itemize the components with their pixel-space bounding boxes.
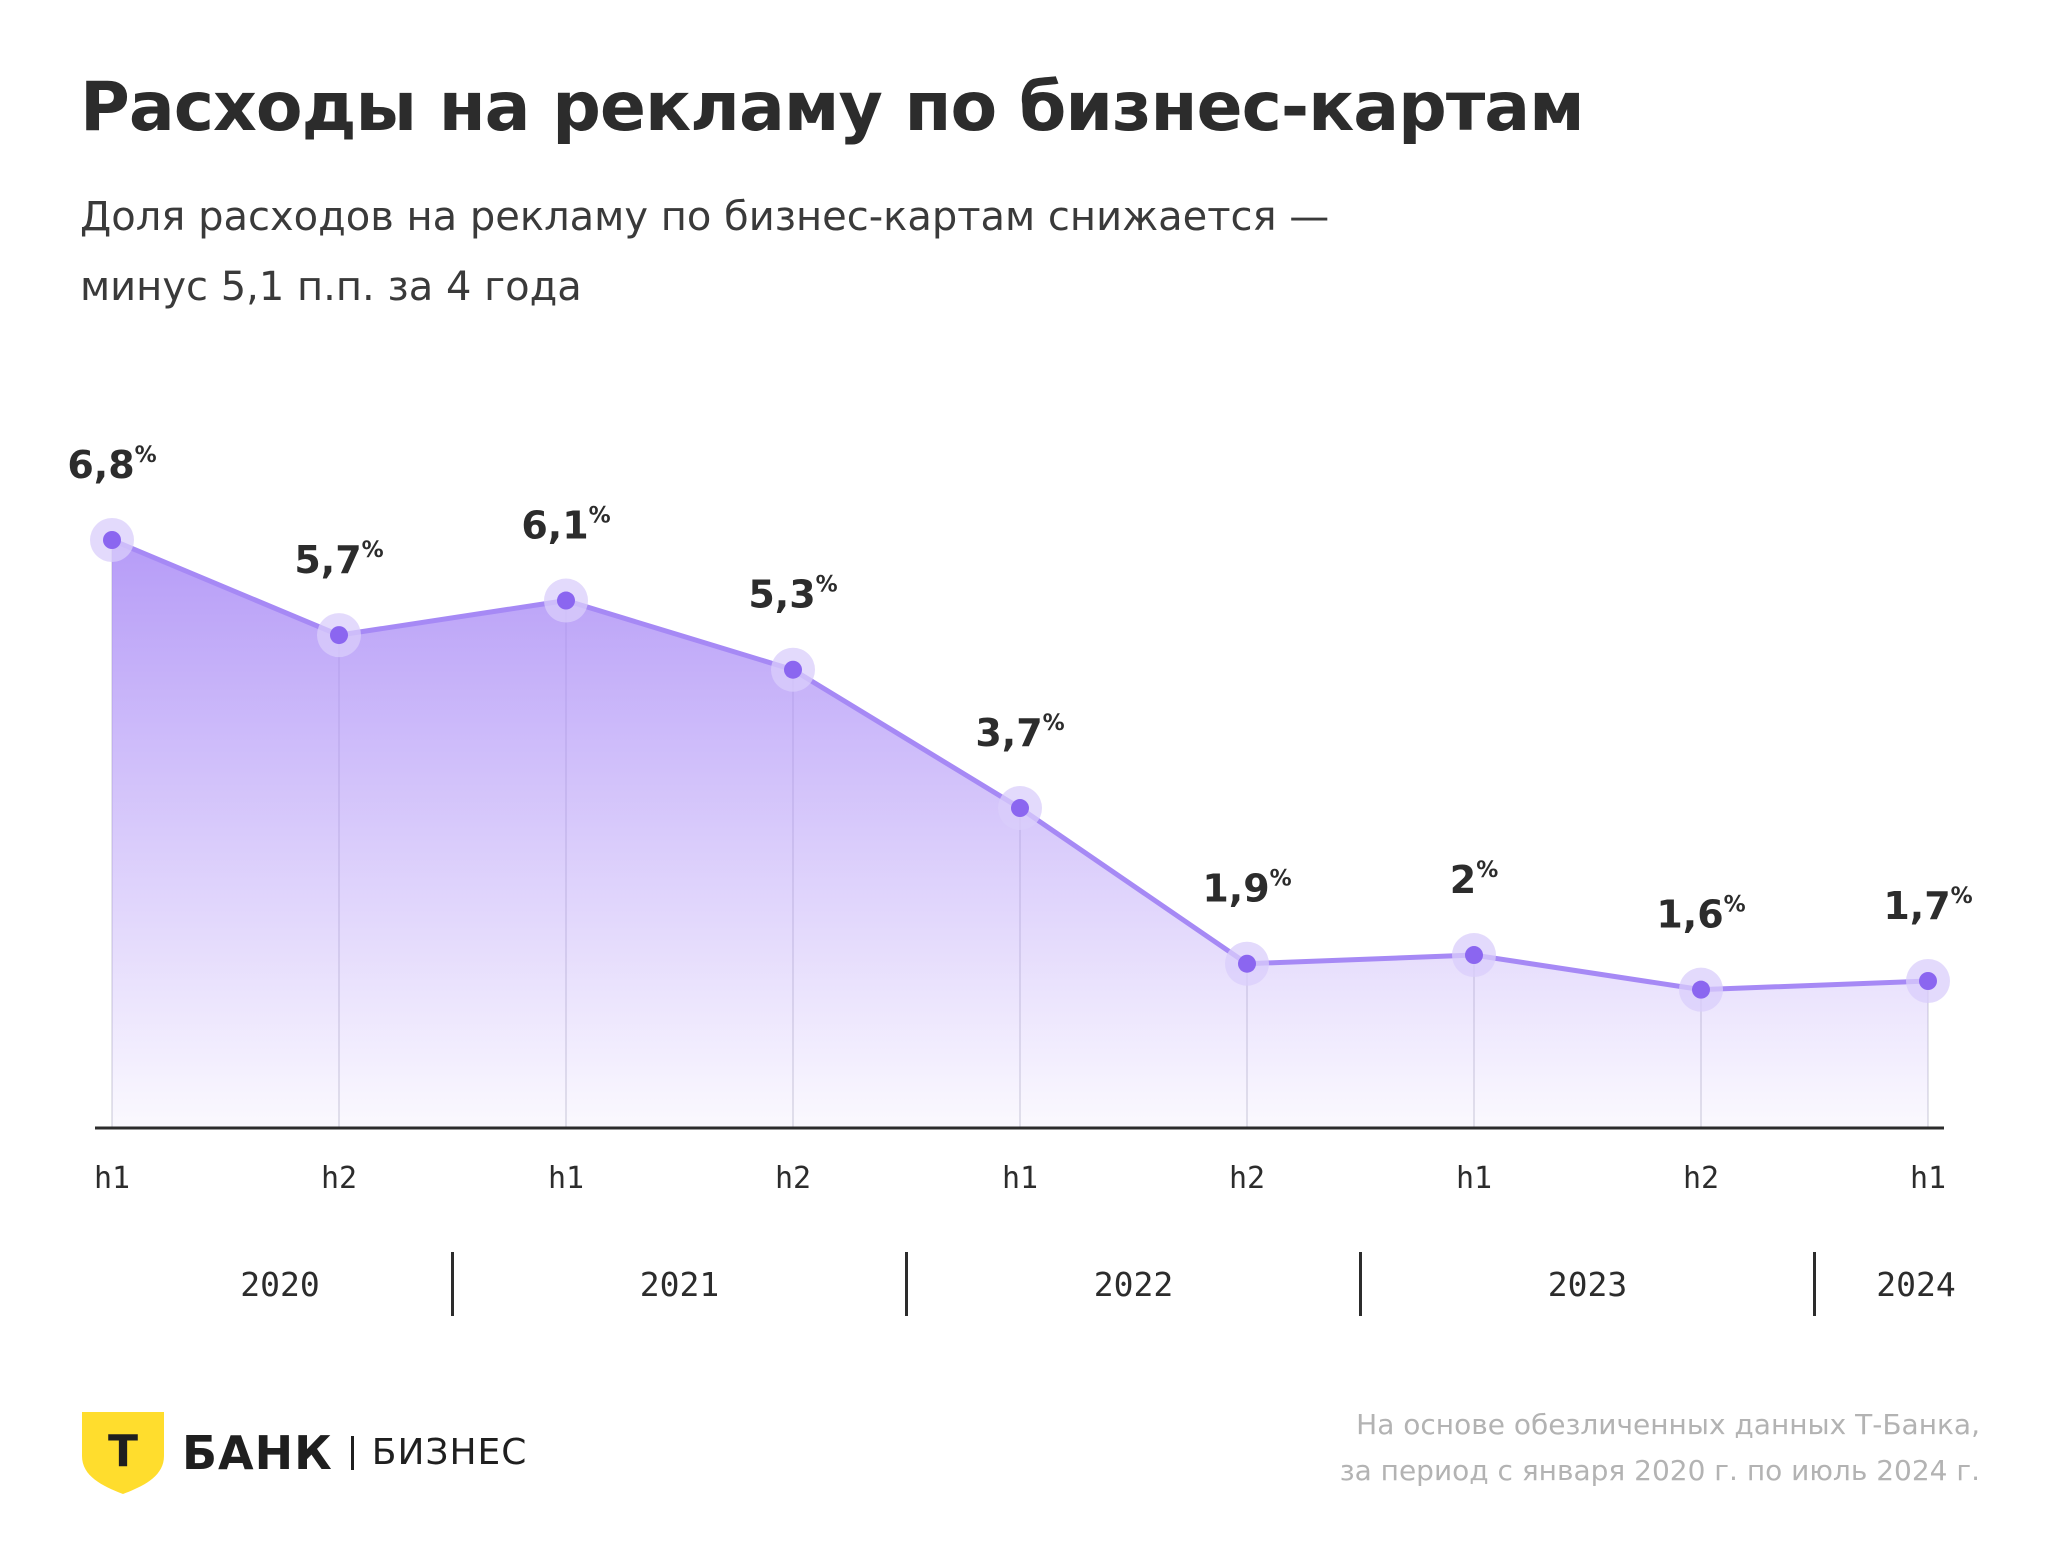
- brand-logo: Т БАНК БИЗНЕС: [80, 1410, 527, 1495]
- data-label: 6,8%: [67, 443, 156, 487]
- data-point: [1011, 799, 1029, 818]
- data-label: 1,9%: [1202, 867, 1291, 911]
- data-label: 5,7%: [294, 538, 383, 582]
- area-fill: [112, 540, 1928, 1128]
- x-tick-label: h1: [1910, 1161, 1946, 1196]
- logo-letter: Т: [108, 1426, 138, 1477]
- x-tick-label: h1: [1456, 1161, 1492, 1196]
- data-label: 6,1%: [521, 504, 610, 548]
- data-point: [1919, 972, 1937, 990]
- x-tick-label: h2: [775, 1161, 811, 1196]
- data-point: [103, 531, 121, 549]
- area-chart: 6,8% 5,7% 6,1% 5,3% 3,7% 1,9% 2% 1,6% 1,7% h1 h2 h…: [67, 443, 1973, 1316]
- data-label: 1,6%: [1656, 893, 1745, 937]
- source-line-2: за период с января 2020 г. по июль 2024 …: [1339, 1454, 1980, 1487]
- data-point: [1465, 946, 1483, 965]
- data-label: 3,7%: [975, 711, 1064, 755]
- chart-title: Расходы на рекламу по бизнес-картам: [80, 68, 1585, 147]
- shield-logo-icon: Т: [82, 1411, 164, 1494]
- data-point: [330, 626, 348, 645]
- year-label: 2023: [1548, 1265, 1627, 1304]
- brand-divider: [350, 1435, 354, 1470]
- brand-subtitle: БИЗНЕС: [371, 1432, 528, 1473]
- x-tick-label: h1: [1002, 1161, 1038, 1196]
- x-tick-label: h1: [94, 1161, 130, 1196]
- data-label: 5,3%: [748, 573, 837, 617]
- data-label: 1,7%: [1883, 884, 1972, 928]
- year-label: 2024: [1876, 1265, 1955, 1304]
- source-line-1: На основе обезличенных данных Т-Банка,: [1356, 1408, 1980, 1441]
- year-label: 2022: [1094, 1265, 1173, 1304]
- data-point: [1692, 980, 1710, 999]
- data-point: [557, 591, 575, 610]
- subtitle-line-2: минус 5,1 п.п. за 4 года: [80, 264, 582, 310]
- data-point: [1238, 954, 1256, 973]
- x-tick-label: h1: [548, 1161, 584, 1196]
- data-point: [784, 660, 802, 679]
- x-tick-label: h2: [1683, 1161, 1719, 1196]
- x-tick-label: h2: [321, 1161, 357, 1196]
- x-tick-label: h2: [1229, 1161, 1265, 1196]
- brand-name: БАНК: [182, 1425, 333, 1480]
- year-label: 2020: [240, 1265, 319, 1304]
- subtitle-line-1: Доля расходов на рекламу по бизнес-карта…: [80, 194, 1330, 240]
- source-note: На основе обезличенных данных Т-Банка, з…: [1340, 1402, 1980, 1494]
- year-label: 2021: [640, 1265, 719, 1304]
- data-label: 2%: [1450, 858, 1499, 902]
- chart-subtitle: Доля расходов на рекламу по бизнес-карта…: [80, 182, 1480, 322]
